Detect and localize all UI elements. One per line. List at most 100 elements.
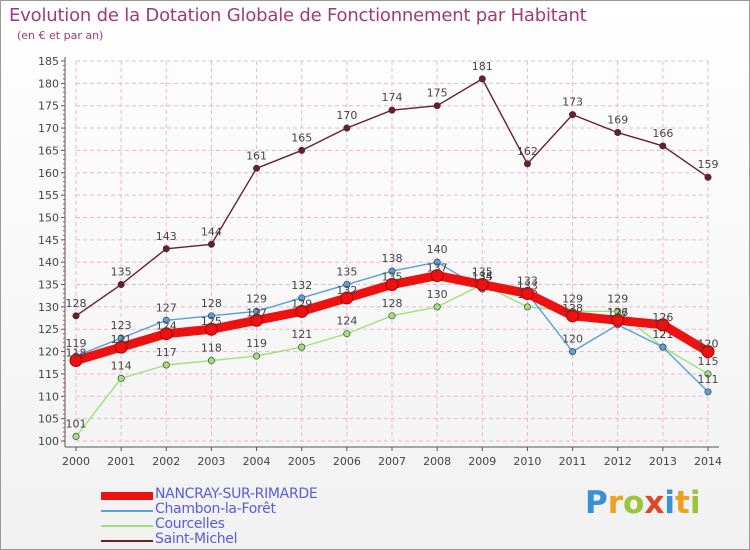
legend-swatch-saint-michel <box>101 540 153 542</box>
data-label-nancray: 128 <box>562 302 583 315</box>
y-tick-label: 135 <box>38 279 59 292</box>
data-point-saint-michel <box>704 173 712 181</box>
y-tick-label: 170 <box>38 122 59 135</box>
data-point-nancray <box>114 340 128 354</box>
legend-swatch-chambon <box>101 510 153 512</box>
data-point-chambon <box>569 348 577 356</box>
data-point-courcelles <box>523 303 531 311</box>
logo-letter: r <box>607 485 624 521</box>
data-label-chambon: 129 <box>246 292 267 305</box>
x-tick-label: 2005 <box>288 455 316 468</box>
data-point-courcelles <box>298 343 306 351</box>
x-tick-label: 2009 <box>468 455 496 468</box>
data-label-chambon: 123 <box>111 319 132 332</box>
data-label-saint-michel: 135 <box>111 266 132 279</box>
data-label-chambon: 119 <box>66 337 87 350</box>
y-tick-label: 120 <box>38 346 59 359</box>
data-label-chambon: 111 <box>698 373 719 386</box>
data-point-chambon <box>298 294 306 302</box>
data-label-saint-michel: 181 <box>472 60 493 73</box>
logo-letter: x <box>644 485 665 521</box>
data-label-nancray: 124 <box>156 320 177 333</box>
data-point-chambon <box>207 312 215 320</box>
data-point-nancray <box>250 313 264 327</box>
x-tick-label: 2013 <box>649 455 677 468</box>
legend-swatch-nancray <box>101 492 153 500</box>
data-label-courcelles: 119 <box>246 337 267 350</box>
x-tick-label: 2011 <box>559 455 587 468</box>
data-label-saint-michel: 143 <box>156 230 177 243</box>
x-tick-label: 2001 <box>107 455 135 468</box>
data-point-courcelles <box>207 357 215 365</box>
data-label-nancray: 135 <box>382 271 403 284</box>
data-label-nancray: 135 <box>472 271 493 284</box>
y-tick-label: 110 <box>38 390 59 403</box>
data-point-nancray <box>701 345 715 359</box>
data-label-saint-michel: 166 <box>652 127 673 140</box>
data-label-saint-michel: 174 <box>382 91 403 104</box>
data-point-saint-michel <box>298 146 306 154</box>
data-point-saint-michel <box>343 124 351 132</box>
logo-letter: P <box>585 485 608 521</box>
y-tick-label: 160 <box>38 167 59 180</box>
data-label-chambon: 135 <box>336 266 357 279</box>
data-label-courcelles: 121 <box>291 328 312 341</box>
y-tick-label: 155 <box>38 189 59 202</box>
x-tick-label: 2012 <box>604 455 632 468</box>
legend-label-courcelles: Courcelles <box>155 516 225 532</box>
data-point-courcelles <box>72 433 80 441</box>
data-point-saint-michel <box>569 111 577 119</box>
data-label-saint-michel: 165 <box>291 131 312 144</box>
data-point-nancray <box>430 269 444 283</box>
x-tick-label: 2003 <box>197 455 225 468</box>
y-tick-label: 100 <box>38 435 59 448</box>
chart-subtitle: (en € et par an) <box>17 29 104 42</box>
y-tick-label: 165 <box>38 144 59 157</box>
data-label-courcelles: 118 <box>201 342 222 355</box>
data-label-nancray: 118 <box>66 347 87 360</box>
data-point-nancray <box>611 313 625 327</box>
y-tick-label: 130 <box>38 301 59 314</box>
data-point-saint-michel <box>523 160 531 168</box>
data-label-saint-michel: 162 <box>517 145 538 158</box>
logo-letter: t <box>674 485 690 521</box>
data-point-nancray <box>475 278 489 292</box>
legend-label-chambon: Chambon-la-Forêt <box>155 501 276 517</box>
data-point-chambon <box>704 388 712 396</box>
data-label-chambon: 120 <box>562 333 583 346</box>
data-point-chambon <box>162 316 170 324</box>
data-point-courcelles <box>704 370 712 378</box>
data-label-saint-michel: 128 <box>66 297 87 310</box>
data-label-courcelles: 129 <box>562 292 583 305</box>
data-label-courcelles: 130 <box>427 288 448 301</box>
data-label-courcelles: 128 <box>382 297 403 310</box>
y-tick-label: 185 <box>38 55 59 68</box>
series-courcelles: 1011141171181191211241281301351301291291… <box>66 266 719 441</box>
x-tick-label: 2010 <box>513 455 541 468</box>
data-label-courcelles: 114 <box>111 359 132 372</box>
data-label-saint-michel: 170 <box>336 109 357 122</box>
logo-letter: i <box>689 485 701 521</box>
data-label-courcelles: 124 <box>336 315 357 328</box>
data-point-chambon <box>659 343 667 351</box>
logo-letter: o <box>623 485 645 521</box>
data-point-saint-michel <box>253 164 261 172</box>
grid <box>75 60 709 442</box>
data-label-nancray: 120 <box>698 338 719 351</box>
data-point-courcelles <box>253 352 261 360</box>
series-saint-michel: 128 135 143 144 161 165 170 174 175 181 162 173 169 1… <box>66 60 719 320</box>
x-tick-label: 2014 <box>694 455 722 468</box>
data-point-saint-michel <box>478 75 486 83</box>
x-tick-label: 2008 <box>423 455 451 468</box>
data-point-nancray <box>520 286 534 300</box>
data-point-saint-michel <box>207 240 215 248</box>
logo-letter: i <box>664 485 675 521</box>
data-label-courcelles: 117 <box>156 346 177 359</box>
x-tick-label: 2004 <box>243 455 271 468</box>
y-tick-label: 105 <box>38 413 59 426</box>
y-tick-label: 175 <box>38 100 59 113</box>
data-label-saint-michel: 173 <box>562 96 583 109</box>
data-point-saint-michel <box>117 281 125 289</box>
